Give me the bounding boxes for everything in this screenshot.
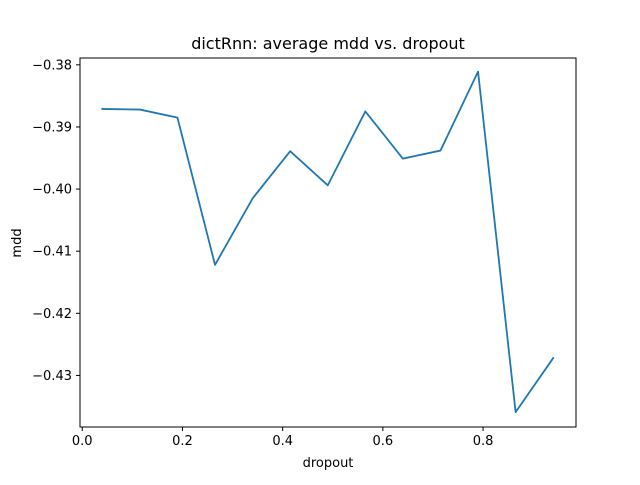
series-layer: [101, 70, 555, 413]
y-tick-label: −0.38: [32, 58, 72, 73]
y-tick-label: −0.42: [32, 307, 72, 322]
x-axis-label: dropout: [303, 456, 354, 471]
y-tick-label: −0.43: [32, 369, 72, 384]
y-tick-label: −0.39: [32, 120, 72, 135]
x-tick-label: 0.4: [272, 434, 293, 449]
y-axis-label: mdd: [10, 228, 25, 257]
x-tick-label: 0.0: [72, 434, 93, 449]
series-line: [101, 70, 555, 413]
y-tick-label: −0.41: [32, 245, 72, 260]
x-tick-label: 0.2: [172, 434, 193, 449]
x-axis-ticks: 0.0 0.2 0.4 0.6 0.8: [72, 427, 493, 449]
x-tick-label: 0.8: [473, 434, 494, 449]
y-axis-ticks: −0.43 −0.42 −0.41 −0.40 −0.39 −0.38: [32, 58, 80, 384]
y-tick-label: −0.40: [32, 183, 72, 198]
chart-title: dictRnn: average mdd vs. dropout: [191, 34, 465, 53]
plot-area-frame: [79, 57, 577, 428]
x-tick-label: 0.6: [373, 434, 394, 449]
